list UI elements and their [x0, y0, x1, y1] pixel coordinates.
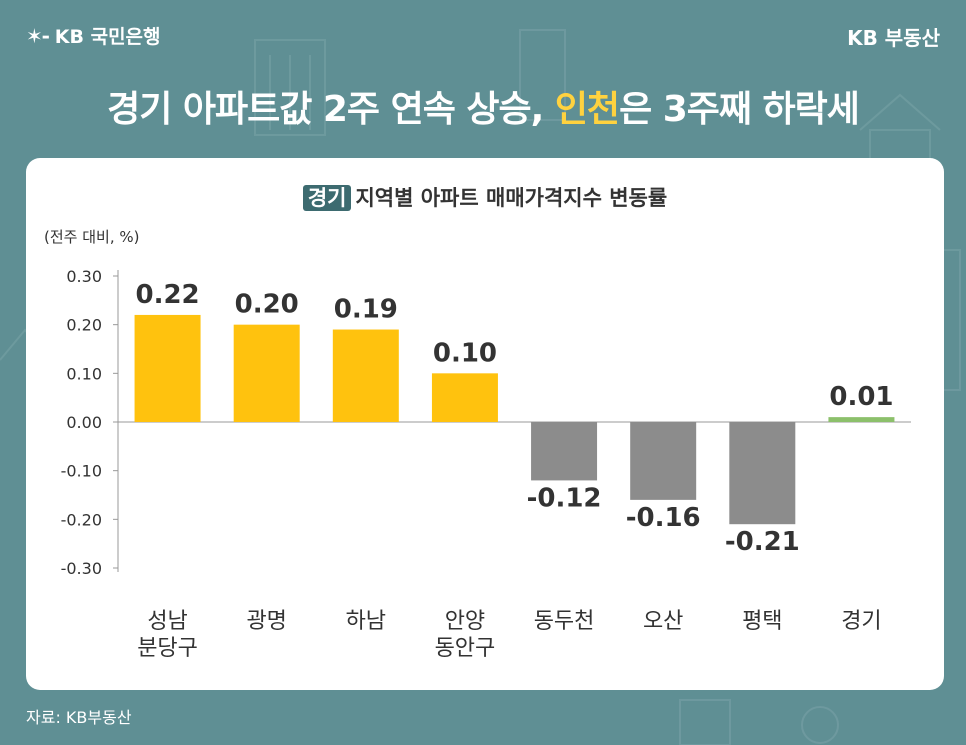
bar-7	[828, 417, 895, 422]
headline-part-2: 은 3주째 하락세	[619, 89, 860, 130]
bar-1	[233, 324, 300, 422]
y-tick-label: 0.00	[66, 413, 102, 432]
data-label-2: 0.19	[334, 295, 398, 325]
category-label-5: 오산	[643, 609, 683, 634]
category-label-3: 동안구	[435, 636, 496, 661]
category-label-0: 분당구	[137, 636, 198, 661]
y-tick-label: 0.30	[66, 267, 102, 286]
bar-5	[630, 422, 697, 500]
category-label-0: 성남	[147, 609, 187, 634]
chart-title: 경기 지역별 아파트 매매가격지수 변동률	[26, 182, 944, 212]
data-label-6: -0.21	[725, 527, 800, 557]
chart-card: 경기 지역별 아파트 매매가격지수 변동률 (전주 대비, %) 0.30 0.20…	[26, 158, 944, 690]
category-label-1: 광명	[246, 609, 286, 634]
data-label-7: 0.01	[829, 382, 893, 412]
headline-highlight: 인천	[554, 89, 620, 130]
headline: 경기 아파트값 2주 연속 상승, 인천은 3주째 하락세	[0, 80, 966, 132]
bar-2	[332, 329, 399, 422]
category-label-7: 경기	[841, 609, 881, 634]
y-tick-label: -0.10	[61, 462, 102, 481]
data-label-1: 0.20	[235, 290, 299, 320]
y-tick-label: 0.10	[66, 364, 102, 383]
kb-star-icon: ✶⁃	[26, 23, 51, 48]
category-label-3: 안양	[445, 609, 485, 634]
y-tick-label: -0.30	[61, 559, 102, 578]
kb-kookmin-logo: ✶⁃ KB 국민은행	[26, 22, 161, 49]
bar-6	[729, 422, 796, 525]
bar-0	[134, 314, 201, 422]
chart-title-tag: 경기	[302, 185, 352, 211]
y-tick-label: -0.20	[61, 510, 102, 529]
y-tick-label: 0.20	[66, 316, 102, 335]
headline-part-1: 경기 아파트값 2주 연속 상승,	[107, 89, 555, 130]
data-label-5: -0.16	[626, 503, 701, 533]
category-label-2: 하남	[346, 609, 386, 634]
category-label-4: 동두천	[534, 609, 595, 634]
brand-label: KB 부동산	[847, 26, 940, 50]
data-label-0: 0.22	[135, 280, 199, 310]
bar-chart: 0.30 0.20 0.10 0.00 -0.10 -0.20 -0.30 0.22 성남분당구…	[61, 267, 911, 661]
category-label-6: 평택	[742, 609, 782, 634]
bar-3	[431, 373, 498, 422]
bar-4	[531, 422, 598, 481]
source-note: 자료: KB부동산	[26, 708, 132, 727]
data-label-3: 0.10	[433, 338, 497, 368]
logo-text: KB 국민은행	[54, 26, 161, 48]
unit-label: (전주 대비, %)	[44, 228, 140, 246]
data-label-4: -0.12	[527, 483, 602, 513]
chart-title-text: 지역별 아파트 매매가격지수 변동률	[355, 186, 668, 210]
